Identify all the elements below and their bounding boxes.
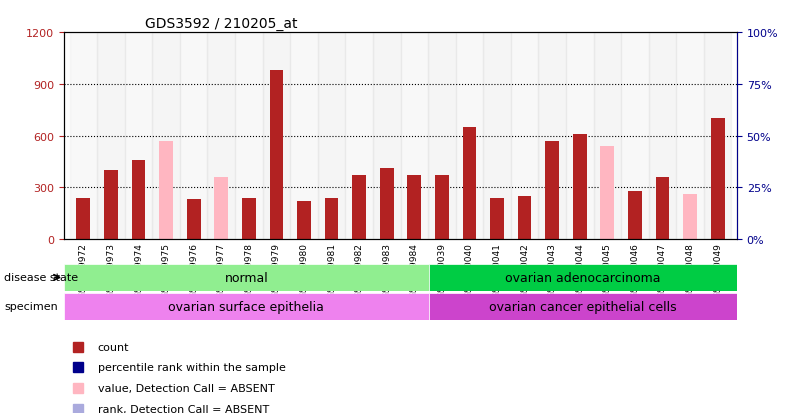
- Bar: [456, 33, 483, 240]
- Bar: [131, 160, 146, 240]
- Text: disease state: disease state: [4, 273, 78, 282]
- Bar: [545, 142, 559, 240]
- Text: ovarian adenocarcinoma: ovarian adenocarcinoma: [505, 271, 661, 284]
- Bar: [655, 178, 670, 240]
- Bar: [180, 33, 207, 240]
- Bar: [352, 176, 366, 240]
- Bar: [324, 198, 339, 240]
- Text: ovarian surface epithelia: ovarian surface epithelia: [168, 300, 324, 313]
- Bar: [345, 33, 373, 240]
- Bar: [380, 169, 393, 240]
- Text: rank, Detection Call = ABSENT: rank, Detection Call = ABSENT: [98, 404, 269, 413]
- Bar: [235, 33, 263, 240]
- Bar: [428, 33, 456, 240]
- Text: GDS3592 / 210205_at: GDS3592 / 210205_at: [145, 17, 297, 31]
- Bar: [104, 171, 118, 240]
- Bar: [125, 33, 152, 240]
- Text: percentile rank within the sample: percentile rank within the sample: [98, 363, 286, 373]
- Bar: [628, 191, 642, 240]
- Bar: [538, 33, 566, 240]
- Bar: [601, 147, 614, 240]
- Text: count: count: [98, 342, 129, 352]
- Bar: [152, 33, 180, 240]
- Bar: [649, 33, 676, 240]
- Bar: [263, 33, 290, 240]
- Bar: [207, 33, 235, 240]
- Bar: [683, 195, 697, 240]
- Bar: [76, 198, 91, 240]
- FancyBboxPatch shape: [64, 264, 429, 291]
- Text: ovarian cancer epithelial cells: ovarian cancer epithelial cells: [489, 300, 677, 313]
- Bar: [483, 33, 511, 240]
- Bar: [70, 33, 97, 240]
- Bar: [408, 176, 421, 240]
- FancyBboxPatch shape: [64, 293, 429, 320]
- FancyBboxPatch shape: [429, 264, 737, 291]
- Bar: [373, 33, 400, 240]
- Bar: [676, 33, 704, 240]
- Text: normal: normal: [224, 271, 268, 284]
- Bar: [187, 200, 200, 240]
- Bar: [400, 33, 428, 240]
- Bar: [435, 176, 449, 240]
- Bar: [511, 33, 538, 240]
- Bar: [242, 198, 256, 240]
- Bar: [97, 33, 125, 240]
- Bar: [269, 71, 284, 240]
- Bar: [297, 202, 311, 240]
- Bar: [159, 142, 173, 240]
- Bar: [621, 33, 649, 240]
- Bar: [290, 33, 318, 240]
- Bar: [517, 197, 532, 240]
- Bar: [594, 33, 621, 240]
- Bar: [318, 33, 345, 240]
- Bar: [462, 128, 477, 240]
- Bar: [490, 198, 504, 240]
- Bar: [710, 119, 725, 240]
- Bar: [573, 135, 586, 240]
- Bar: [704, 33, 731, 240]
- FancyBboxPatch shape: [429, 293, 737, 320]
- Bar: [215, 178, 228, 240]
- Bar: [566, 33, 594, 240]
- Text: value, Detection Call = ABSENT: value, Detection Call = ABSENT: [98, 383, 275, 393]
- Text: specimen: specimen: [4, 301, 58, 311]
